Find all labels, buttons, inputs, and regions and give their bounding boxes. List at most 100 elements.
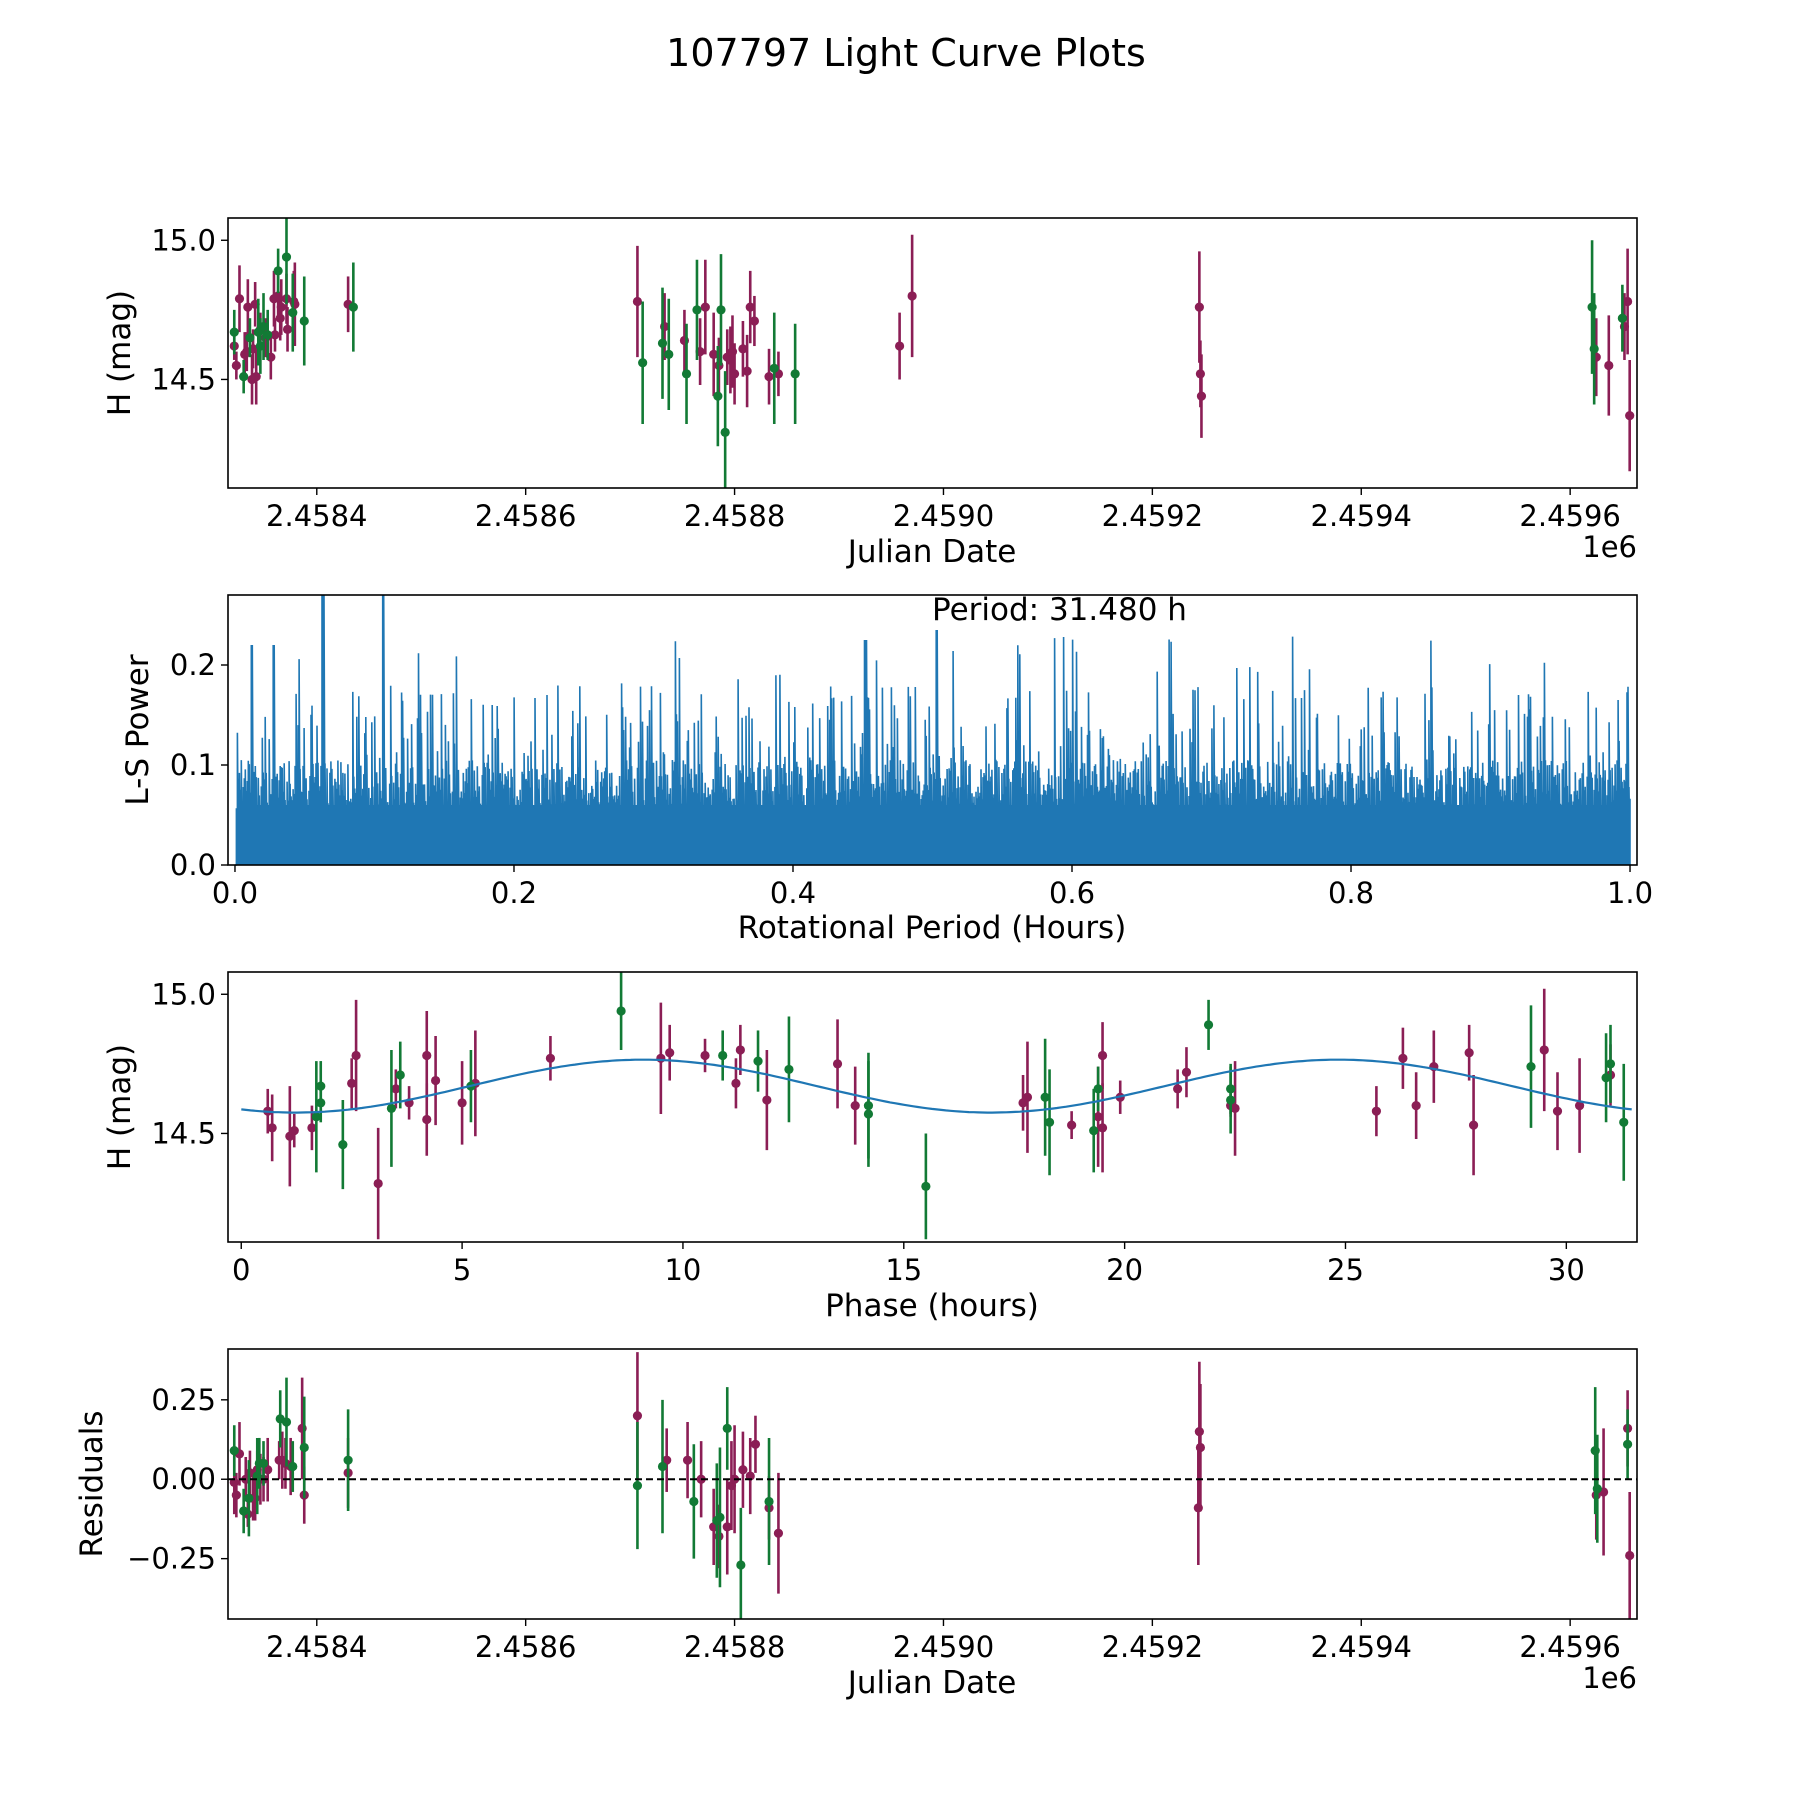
phased-light-curve-point [1398,1053,1408,1063]
phased-light-curve-point [832,1059,843,1069]
phased-light-curve-point [656,1053,666,1063]
light-curve-xticks: 2.4584 2.4586 2.4588 2.4590 2.4592 2.4594 2.45… [266,488,1621,533]
residuals-point [1592,1484,1602,1494]
light-curve-xtick-label: 2.4584 [266,499,367,533]
residuals-ylabel: Residuals [74,1410,110,1557]
phased-light-curve-point [1574,1101,1585,1111]
phased-light-curve-point [311,1112,321,1122]
phased-light-curve-point [457,1098,467,1108]
periodogram-ytick-label: 0.1 [170,748,216,782]
phased-light-curve-xtick-label: 0 [232,1253,250,1287]
light-curve-point [769,363,779,373]
periodogram-xtick-label: 0.2 [491,876,537,910]
residuals-ytick-label: 0.00 [151,1462,216,1496]
phased-light-curve-ylabel: H (mag) [102,1044,138,1170]
residuals-x-offset: 1e6 [1582,1661,1637,1695]
phased-light-curve-point [347,1078,357,1088]
light-curve-point [1617,313,1627,323]
residuals-point [1622,1439,1633,1449]
phased-light-curve-point [665,1048,675,1058]
residuals-point [715,1512,725,1522]
phased-light-curve-point [921,1181,931,1191]
phased-light-curve-point [753,1056,763,1066]
phased-light-curve-point [422,1050,432,1061]
light-curve-point [282,324,293,334]
figure-title: 107797 Light Curve Plots [666,31,1146,75]
periodogram-xtick-label: 0.8 [1328,876,1374,910]
residuals-point [1195,1442,1206,1453]
light-curve-point [1625,411,1635,421]
phased-light-curve-xtick-label: 20 [1106,1253,1143,1287]
phased-light-curve-point [386,1103,397,1113]
light-curve-point [1589,344,1599,354]
phased-light-curve-point [316,1098,326,1108]
light-curve-point [251,372,261,382]
residuals-xtick-label: 2.4590 [893,1630,994,1664]
phased-light-curve-point [1411,1101,1421,1111]
phased-light-curve-point [718,1050,728,1061]
phased-light-curve-point [735,1045,745,1055]
residuals-point [239,1506,249,1516]
phased-light-curve-point [1173,1084,1183,1094]
phased-light-curve-point [1601,1073,1611,1083]
phased-light-curve-point [1226,1095,1236,1105]
phased-light-curve-point [1605,1059,1616,1069]
residuals-point [750,1439,761,1449]
residuals-point [689,1496,699,1507]
light-curve-point [281,252,292,262]
phased-light-curve-point [545,1053,556,1063]
periodogram-xtick-label: 0.6 [1049,876,1095,910]
light-curve-point [664,349,674,359]
light-curve-point [894,341,905,351]
light-curve-xtick-label: 2.4590 [893,499,994,533]
phased-light-curve-point [307,1123,317,1133]
light-curve-point [229,327,239,337]
light-curve-point [749,316,760,326]
phased-light-curve-point [267,1123,277,1133]
light-curve-x-offset: 1e6 [1582,530,1637,564]
light-curve-xtick-label: 2.4596 [1519,499,1620,533]
light-curve-point [1194,302,1204,312]
phased-light-curve-point [863,1109,874,1119]
phased-light-curve-point [1552,1106,1563,1116]
light-curve-axes-frame [227,217,1638,489]
phased-light-curve-point [1619,1117,1629,1127]
residuals-xtick-label: 2.4588 [684,1630,785,1664]
phased-light-curve-point [351,1050,361,1061]
residuals-point [299,1442,309,1453]
light-curve-point [270,330,280,340]
light-curve-point [234,294,245,304]
residuals-point [1625,1550,1635,1561]
light-curve-point [764,372,774,382]
phased-light-curve-point [391,1084,401,1094]
phased-light-curve-point [289,1126,299,1136]
residuals-axes-frame [227,1348,1638,1620]
light-curve-point [907,291,917,301]
light-curve-marks [229,218,1635,488]
phased-light-curve-point [784,1064,794,1075]
periodogram-ytick-label: 0.0 [170,848,216,882]
residuals-panel: 2.4584 2.4586 2.4588 2.4590 2.4592 2.4594 2.45… [74,1348,1638,1701]
phased-light-curve-point [373,1178,383,1189]
light-curve-point [713,391,723,401]
periodogram-ylabel: L-S Power [120,654,156,805]
residuals-point [632,1480,643,1491]
residuals-xtick-label: 2.4592 [1102,1630,1203,1664]
light-curve-point [348,302,358,312]
light-curve-point [1622,296,1633,307]
residuals-xtick-label: 2.4586 [475,1630,576,1664]
light-curve-point [1196,391,1207,401]
light-curve-point [258,321,269,332]
model-curve [241,1058,1632,1114]
phased-light-curve-point [1089,1126,1099,1136]
periodogram-xticks: 0.0 0.2 0.4 0.6 0.8 1.0 [212,865,1653,910]
phased-light-curve-xlabel: Phase (hours) [825,1288,1039,1324]
periodogram-xtick-label: 1.0 [1607,876,1653,910]
residuals-point [657,1461,668,1472]
residuals-point [764,1496,774,1507]
period-annotation: Period: 31.480 h [932,592,1187,628]
residuals-point [258,1458,269,1468]
light-curve-point [638,358,648,368]
light-curve-point [239,372,249,382]
